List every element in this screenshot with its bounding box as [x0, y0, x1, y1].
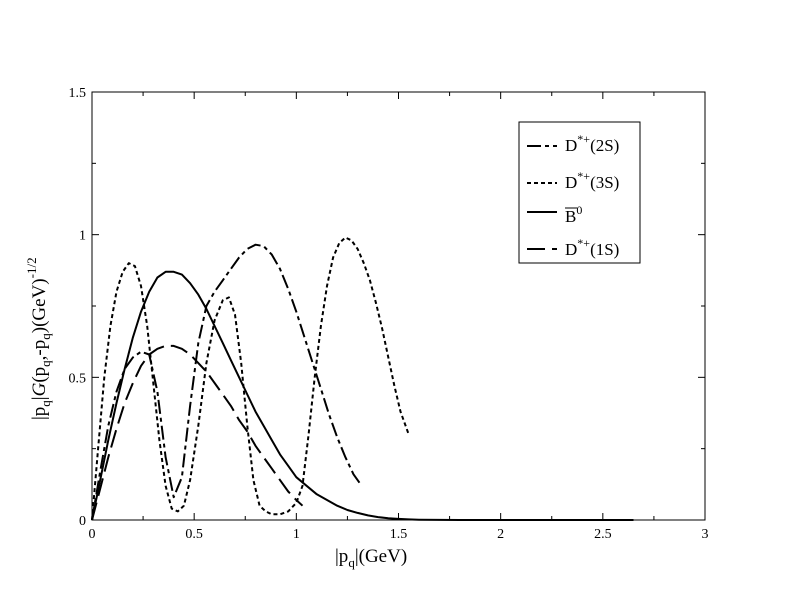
- x-tick-label-6: 3: [702, 527, 709, 542]
- y-tick-label-0: 0: [79, 514, 86, 529]
- axis-ticks: 0 0.5 1 1.5 2 2.5 3 0 0.5 1 1.5: [69, 86, 709, 542]
- series-line-1: [91, 236, 410, 521]
- x-tick-label-2: 1: [293, 527, 300, 542]
- y-tick-label-1: 0.5: [69, 371, 87, 386]
- legend: D*+(2S) D*+(3S) B0 D*+(1S): [518, 121, 641, 264]
- series-lines: [91, 236, 634, 521]
- legend-label-0: D*+(2S): [565, 132, 619, 155]
- series-line-2: [91, 270, 634, 521]
- legend-label-3: D*+(1S): [565, 236, 619, 259]
- y-axis-label: |pq|G(pq,-pq)(GeV)-1/2: [24, 257, 53, 420]
- x-axis-label-prefix: |p: [335, 546, 348, 567]
- legend-entries: [527, 145, 557, 250]
- y-tick-label-3: 1.5: [69, 86, 87, 101]
- x-tick-label-3: 1.5: [390, 527, 408, 542]
- x-axis-label-sub: q: [348, 555, 355, 570]
- y-tick-label-2: 1: [79, 229, 86, 244]
- x-tick-label-0: 0: [89, 527, 96, 542]
- series-line-0: [91, 243, 363, 521]
- legend-label-1: D*+(3S): [565, 169, 619, 192]
- x-tick-label-4: 2: [497, 527, 504, 542]
- series-line-3: [91, 344, 304, 521]
- x-tick-label-1: 0.5: [185, 527, 203, 542]
- x-axis-label-suffix: |(GeV): [355, 546, 407, 567]
- x-tick-label-5: 2.5: [594, 527, 612, 542]
- x-axis-label: |pq|(GeV): [335, 546, 407, 570]
